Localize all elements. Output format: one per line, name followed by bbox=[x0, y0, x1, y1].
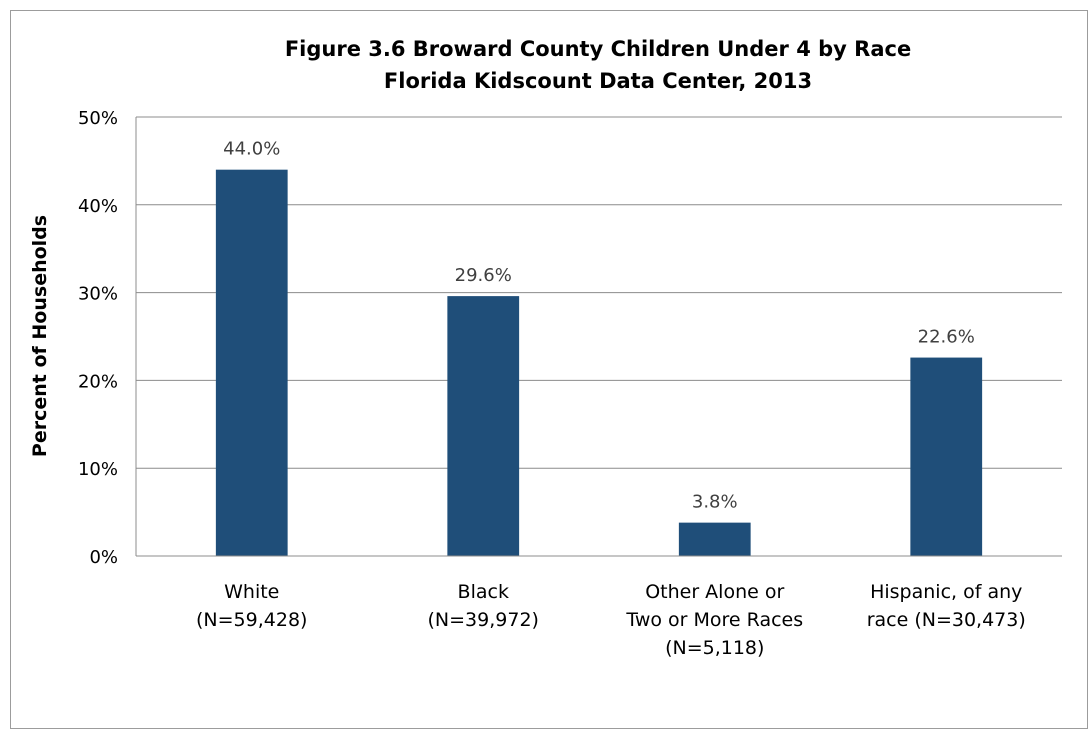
x-tick-label: White bbox=[224, 581, 279, 603]
y-tick-label: 20% bbox=[78, 371, 118, 392]
y-tick-label: 10% bbox=[78, 459, 118, 480]
y-tick-label: 0% bbox=[89, 547, 118, 568]
y-tick-label: 50% bbox=[78, 108, 118, 129]
data-labels: 44.0% 29.6% 3.8% 22.6% bbox=[223, 139, 975, 513]
x-tick-label: Two or More Races bbox=[625, 609, 803, 631]
bar bbox=[910, 357, 983, 556]
x-tick-label: (N=39,972) bbox=[428, 609, 539, 631]
data-label: 3.8% bbox=[692, 492, 738, 513]
x-tick-label: Black bbox=[458, 581, 509, 603]
x-tick-label: (N=59,428) bbox=[196, 609, 307, 631]
x-tick-label: Hispanic, of any bbox=[870, 581, 1022, 603]
x-tick-label: Other Alone or bbox=[645, 581, 784, 603]
chart-frame bbox=[10, 10, 1088, 729]
data-label: 44.0% bbox=[223, 139, 280, 160]
data-label: 29.6% bbox=[455, 265, 512, 286]
x-tick-label: race (N=30,473) bbox=[867, 609, 1026, 631]
y-axis-ticks: 0% 10% 20% 30% 40% 50% bbox=[78, 108, 118, 568]
bar bbox=[215, 169, 288, 556]
y-axis-label: Percent of Households bbox=[29, 215, 51, 457]
chart-title-group: Figure 3.6 Broward County Children Under… bbox=[285, 37, 911, 93]
chart-title: Figure 3.6 Broward County Children Under… bbox=[285, 37, 911, 61]
gridlines bbox=[136, 116, 1062, 469]
chart-subtitle: Florida Kidscount Data Center, 2013 bbox=[384, 69, 812, 93]
bar bbox=[678, 522, 751, 556]
y-tick-label: 40% bbox=[78, 196, 118, 217]
x-tick-label: (N=5,118) bbox=[665, 637, 764, 659]
axes bbox=[135, 117, 1062, 557]
data-label: 22.6% bbox=[918, 327, 975, 348]
bar bbox=[447, 296, 520, 556]
y-tick-label: 30% bbox=[78, 284, 118, 305]
bars bbox=[215, 169, 983, 556]
x-axis-ticks: White (N=59,428) Black (N=39,972) Other Alon… bbox=[196, 581, 1026, 659]
